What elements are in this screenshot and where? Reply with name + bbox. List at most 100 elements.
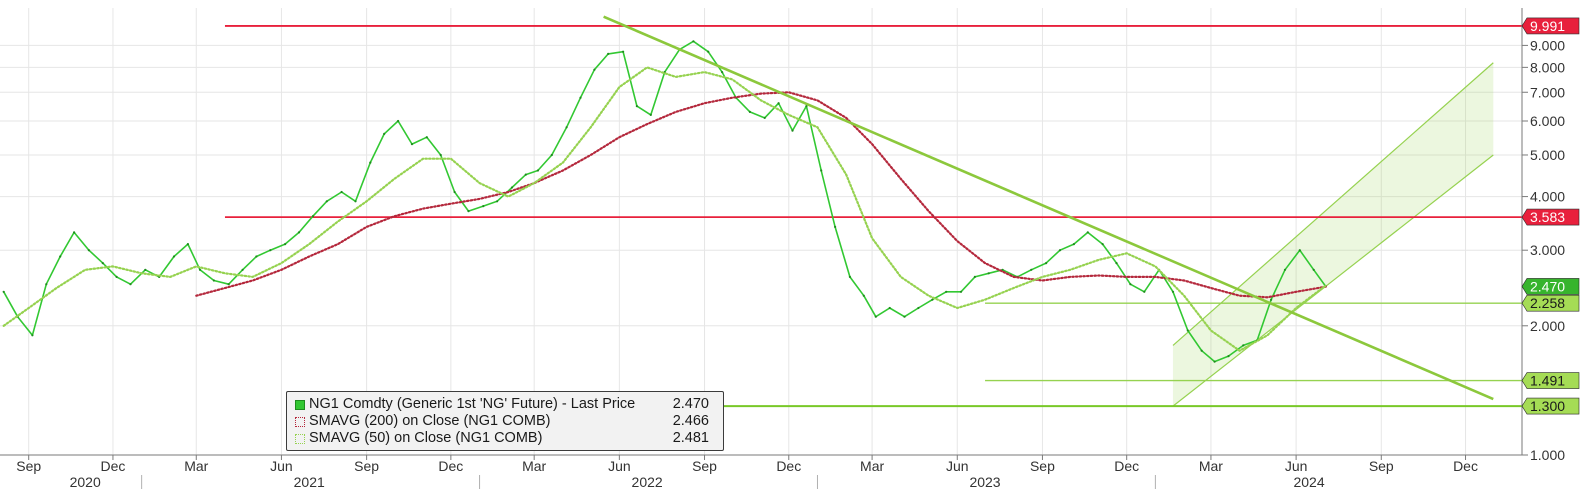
price-badge-label-9-991: 9.991	[1530, 18, 1565, 34]
price-point-8	[115, 275, 118, 278]
price-point-65	[917, 306, 920, 310]
y-tick-label-4: 5.000	[1530, 147, 1565, 163]
series-line-0	[3, 40, 1327, 363]
x-tick-label-16: Sep	[1369, 458, 1394, 474]
x-tick-label-12: Sep	[1030, 458, 1055, 474]
x-tick-label-1: Dec	[100, 458, 125, 474]
legend-label-sma200: SMAVG (200) on Close (NG1 COMB)	[309, 413, 551, 429]
price-point-42	[593, 68, 596, 71]
price-point-74	[1045, 262, 1048, 265]
price-point-57	[805, 105, 808, 108]
axes: 1.000 2.000 3.000 4.000 5.000 6.000 7.000 8.000…	[0, 8, 1565, 490]
price-point-43	[607, 52, 610, 56]
x-tick-label-10: Mar	[860, 458, 884, 474]
price-point-41	[579, 96, 582, 99]
y-tick-label-8: 9.000	[1530, 37, 1565, 53]
price-point-58	[820, 169, 823, 172]
price-badge-1-300	[1521, 397, 1580, 415]
price-point-88	[1242, 344, 1245, 347]
trendline	[603, 15, 1494, 401]
channel-lower-line	[1172, 154, 1494, 407]
x-year-label-0: 2020	[70, 474, 101, 490]
series-line-1	[195, 91, 1327, 299]
legend-entry-price: NG1 Comdty (Generic 1st 'NG' Future) - L…	[293, 396, 717, 413]
price-point-39	[550, 153, 553, 157]
price-point-14	[198, 268, 202, 271]
y-tick-label-5: 6.000	[1530, 113, 1565, 129]
price-point-9	[129, 283, 132, 286]
price-point-19	[269, 249, 272, 252]
price-badge-label-1-300: 1.300	[1530, 398, 1565, 414]
price-point-36	[510, 186, 514, 189]
x-tick-label-7: Jun	[608, 458, 631, 474]
price-point-18	[255, 255, 258, 258]
price-point-35	[496, 200, 499, 203]
price-badge-2-258	[1521, 294, 1580, 312]
price-point-73	[1030, 268, 1033, 271]
legend-swatch-sma200	[295, 416, 305, 427]
channel-upper-line	[1172, 62, 1494, 346]
price-point-59	[834, 225, 837, 228]
price-point-33	[467, 210, 470, 213]
price-point-62	[874, 315, 877, 318]
legend-label-sma50: SMAVG (50) on Close (NG1 COMB)	[309, 430, 543, 446]
x-tick-label-11: Jun	[946, 458, 969, 474]
x-tick-label-4: Sep	[354, 458, 379, 474]
price-point-22	[311, 215, 314, 218]
price-point-55	[777, 102, 780, 105]
price-badge-label-3-583: 3.583	[1530, 209, 1565, 225]
downtrend-line	[603, 15, 1494, 401]
price-point-0	[2, 290, 5, 293]
x-year-label-3: 2023	[969, 474, 1000, 490]
grid-lines	[0, 8, 1522, 456]
x-tick-label-3: Jun	[270, 458, 293, 474]
price-point-83	[1171, 290, 1175, 293]
legend-swatch-sma50	[295, 433, 305, 444]
price-point-15	[212, 279, 215, 282]
price-point-61	[862, 294, 865, 297]
x-tick-label-14: Mar	[1199, 458, 1223, 474]
price-point-25	[354, 200, 357, 203]
y-tick-label-3: 4.000	[1530, 189, 1565, 205]
price-point-34	[482, 205, 485, 208]
y-tick-label-1: 2.000	[1530, 318, 1565, 334]
price-point-56	[791, 129, 794, 132]
price-point-86	[1213, 360, 1216, 363]
channel-fill	[1172, 62, 1494, 407]
x-tick-label-5: Dec	[438, 458, 463, 474]
price-point-40	[565, 126, 568, 129]
price-point-92	[1298, 249, 1301, 252]
price-point-29	[410, 143, 414, 146]
price-badge-label-1-491: 1.491	[1530, 373, 1565, 389]
price-point-90	[1270, 298, 1273, 301]
price-point-37	[524, 173, 527, 176]
price-badge-label-2-258: 2.258	[1530, 295, 1565, 311]
price-point-27	[383, 132, 386, 135]
price-point-68	[959, 290, 963, 293]
price-point-30	[425, 136, 428, 139]
price-point-87	[1227, 355, 1230, 358]
x-year-label-4: 2024	[1293, 474, 1324, 490]
price-point-69	[973, 275, 977, 278]
price-badge-2-470	[1521, 278, 1580, 295]
x-tick-label-9: Dec	[776, 458, 801, 474]
price-point-85	[1200, 349, 1203, 352]
price-badge-3-583	[1521, 208, 1580, 226]
price-badge-9-991	[1521, 17, 1580, 35]
price-point-67	[945, 290, 948, 293]
price-point-70	[987, 272, 990, 275]
price-point-81	[1143, 290, 1146, 293]
y-tick-label-7: 8.000	[1530, 59, 1565, 75]
price-point-53	[748, 110, 752, 113]
price-point-21	[297, 231, 301, 234]
price-point-60	[848, 275, 852, 278]
x-tick-label-8: Sep	[692, 458, 717, 474]
price-point-93	[1312, 268, 1315, 271]
price-point-80	[1129, 283, 1132, 286]
price-point-75	[1058, 249, 1062, 252]
price-point-23	[325, 200, 328, 203]
legend-value-price: 2.470	[672, 396, 709, 412]
price-point-78	[1101, 243, 1104, 246]
price-point-7	[101, 262, 104, 265]
